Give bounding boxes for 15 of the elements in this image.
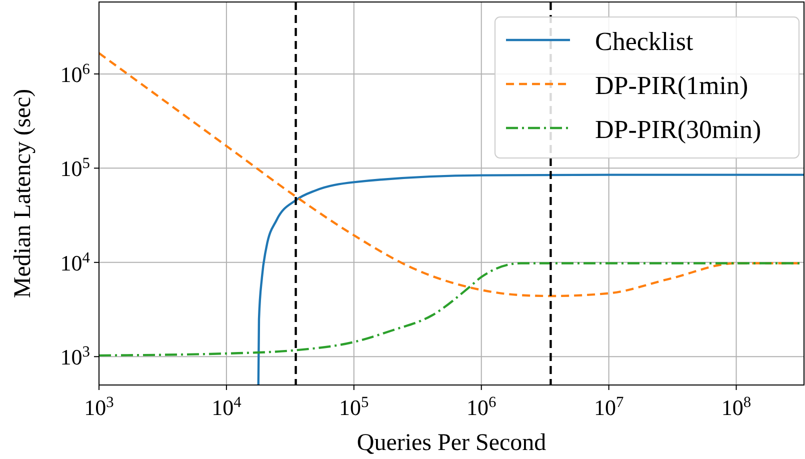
y-tick-label: 10$^{4}$	[60, 248, 90, 276]
y-axis-title: Median Latency (sec)	[10, 88, 36, 298]
x-tick-label: 10$^{8}$	[721, 394, 752, 420]
x-tick-label: 10$^{7}$	[594, 394, 624, 420]
y-tick-label: 10$^{5}$	[60, 154, 90, 182]
x-axis-title: Queries Per Second	[356, 430, 546, 456]
x-tick-label: 10$^{4}$	[212, 394, 242, 420]
x-tick-label: 10$^{3}$	[84, 394, 114, 420]
legend-label: DP-PIR(1min)	[595, 71, 748, 100]
x-tick-label: 10$^{6}$	[466, 394, 497, 420]
y-tick-label: 10$^{6}$	[60, 60, 90, 87]
legend-label: DP-PIR(30min)	[595, 115, 762, 144]
x-tick-label: 10$^{5}$	[339, 394, 370, 420]
y-tick-label: 10$^{3}$	[60, 343, 90, 370]
legend-label: Checklist	[595, 27, 694, 56]
